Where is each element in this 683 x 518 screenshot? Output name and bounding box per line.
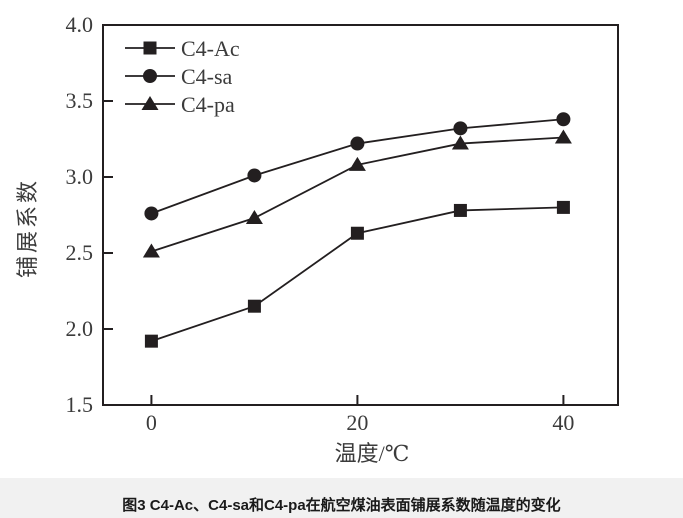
legend-label-C4-Ac: C4-Ac [181,36,240,61]
legend-marker-C4-pa [141,96,159,110]
y-axis-title: 铺展系数 [15,177,40,279]
data-point-C4-sa [556,112,571,127]
legend-marker-C4-Ac [143,41,157,55]
data-point-C4-pa [142,243,160,258]
figure-caption: 图3 C4-Ac、C4-sa和C4-pa在航空煤油表面铺展系数随温度的变化 [122,497,561,514]
y-tick-label: 2.5 [65,240,94,265]
data-point-C4-pa [348,156,366,171]
legend-label-C4-pa: C4-pa [181,92,235,117]
y-tick-label: 3.0 [65,164,94,189]
data-point-C4-pa [245,210,263,225]
legend-marker-C4-sa [143,69,157,83]
data-point-C4-Ac [453,203,467,217]
y-tick-label: 4.0 [65,12,94,37]
x-tick-label: 40 [552,410,575,435]
plot-canvas: C4-Ac C4-sa C4-pa [102,24,619,406]
x-tick-label: 0 [145,410,157,435]
data-point-C4-Ac [144,334,158,348]
y-tick-label: 1.5 [65,392,94,417]
y-tick-label: 2.0 [65,316,94,341]
data-point-C4-Ac [556,200,570,214]
x-axis-title: 温度/℃ [334,441,410,466]
data-point-C4-sa [247,168,262,183]
plot-border [102,24,619,406]
legend-label-C4-sa: C4-sa [181,64,233,89]
data-point-C4-Ac [247,299,261,313]
data-point-C4-sa [144,206,159,221]
data-point-C4-sa [453,121,468,136]
y-tick-label: 3.5 [65,88,94,113]
data-point-C4-sa [350,136,365,151]
chart-area: C4-Ac C4-sa C4-pa 1.5 2.0 2.5 3.0 3.5 4.0 0 20 40 … [15,12,619,466]
caption-bar: 图3 C4-Ac、C4-sa和C4-pa在航空煤油表面铺展系数随温度的变化 上海… [0,478,683,518]
data-point-C4-pa [554,129,572,144]
data-point-C4-Ac [350,226,364,240]
data-point-C4-pa [451,135,469,150]
x-tick-label: 20 [346,410,369,435]
